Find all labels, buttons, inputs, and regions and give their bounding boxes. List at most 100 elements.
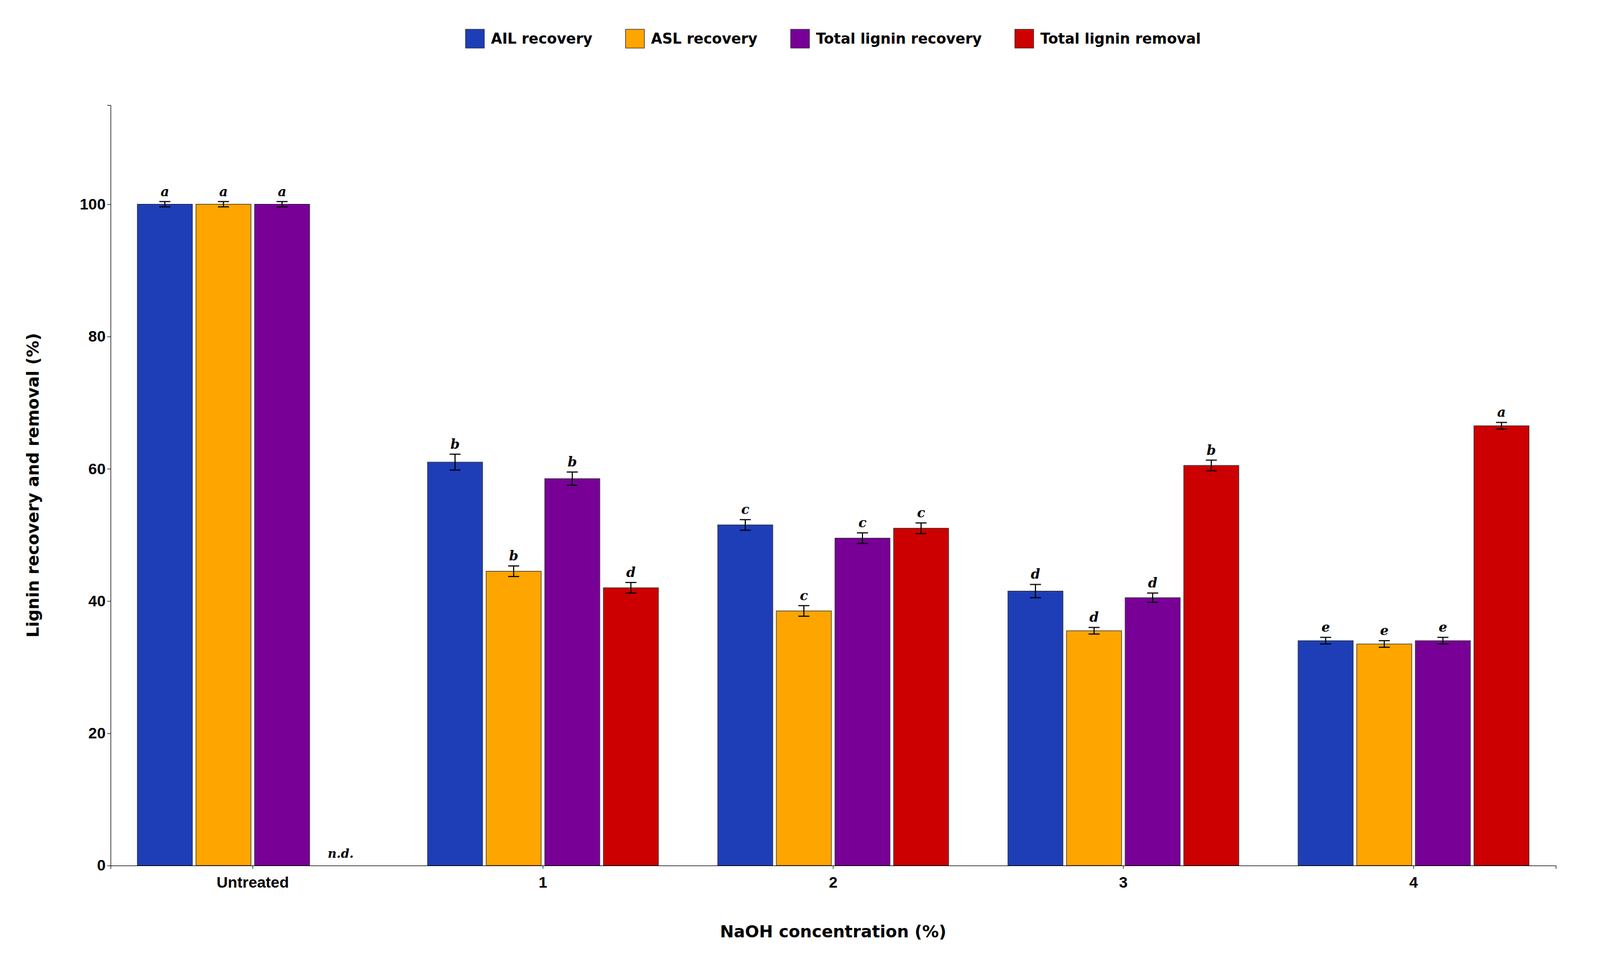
error-bar [625, 582, 637, 594]
y-axis-line [107, 105, 112, 867]
error-bar-cap [449, 469, 461, 471]
error-bar-cap [856, 532, 869, 534]
error-bar-cap [566, 484, 578, 486]
y-tick-label: 40 [88, 592, 106, 610]
bar [485, 571, 542, 866]
y-tick-mark [107, 204, 111, 205]
error-bar [508, 566, 520, 577]
x-tick-mark [252, 865, 254, 870]
y-tick-mark [107, 468, 111, 470]
error-bar [856, 532, 869, 544]
error-bar-line [1093, 627, 1095, 635]
x-axis: Untreated1234 [111, 865, 1557, 892]
legend-swatch [1015, 29, 1034, 49]
error-bar [449, 454, 461, 471]
error-bar-cap [798, 615, 810, 618]
bar [254, 204, 310, 866]
error-bar [798, 605, 810, 617]
error-bar-cap [739, 519, 751, 521]
error-bar-cap [1378, 640, 1390, 642]
error-bar-cap [1205, 459, 1217, 462]
error-bar-cap [1437, 643, 1449, 645]
bar-letter: d [626, 564, 636, 581]
y-tick: 100 [79, 195, 111, 213]
error-bar-cap [1320, 643, 1332, 645]
bar-letter: e [1321, 619, 1330, 636]
y-tick-mark [107, 600, 111, 602]
plot: 020406080100Untreated1234abcdeabcdeabcde… [79, 105, 1556, 892]
x-tick-label: Untreated [216, 874, 290, 892]
bar [1125, 597, 1181, 866]
bars [137, 201, 1529, 866]
series [195, 201, 1412, 866]
bar-letters: abcdeabcdeabcdedcban.d. [160, 183, 1506, 861]
chart: 020406080100Untreated1234abcdeabcdeabcde… [0, 0, 1600, 965]
error-bar [159, 201, 171, 208]
x-tick-mark [1122, 865, 1124, 870]
series [603, 422, 1529, 866]
bar [1473, 425, 1530, 866]
bar [603, 587, 659, 866]
error-bar-line [1383, 640, 1385, 648]
error-bar-line [1210, 460, 1212, 472]
error-bar-cap [1088, 633, 1100, 635]
bar-letter: a [218, 183, 228, 200]
x-tick-mark [1413, 865, 1414, 870]
error-bar-line [861, 532, 864, 544]
bar-letter: c [917, 504, 926, 521]
error-bar-cap [449, 453, 461, 456]
y-tick: 40 [88, 592, 111, 610]
error-bar-cap [1029, 597, 1042, 599]
error-bar-line [1501, 422, 1503, 430]
bar [776, 610, 832, 866]
error-bar [1378, 640, 1390, 648]
error-bar-line [803, 605, 805, 617]
y-tick: 60 [88, 460, 111, 478]
x-tick-label: 4 [1409, 874, 1419, 892]
legend-item: AIL recovery [465, 29, 593, 49]
x-tick-label: 3 [1119, 874, 1128, 892]
bar-letter: a [277, 183, 287, 200]
error-bar-line [1442, 637, 1444, 645]
y-tick-mark [107, 336, 111, 338]
error-bar-cap [915, 522, 927, 524]
error-bar-line [920, 523, 922, 534]
bar [544, 478, 600, 866]
error-bar-cap [1496, 428, 1508, 430]
y-tick-mark [107, 733, 111, 735]
bar [137, 204, 193, 866]
error-bar [276, 201, 288, 208]
error-bar-line [1152, 593, 1154, 603]
x-tick: 2 [828, 865, 838, 892]
error-bar [1205, 460, 1217, 472]
error-bar-cap [856, 542, 869, 545]
bar [427, 462, 483, 866]
bar-letter: b [509, 547, 519, 564]
bar [1415, 640, 1471, 866]
bar-letter: e [1438, 619, 1447, 636]
bar-letter: a [160, 183, 170, 200]
error-bar [1496, 422, 1508, 430]
y-tick-label: 0 [96, 856, 106, 875]
x-axis-title: NaOH concentration (%) [719, 922, 947, 942]
y-tick: 80 [88, 327, 111, 345]
error-bar-cap [1320, 636, 1332, 639]
error-bar [915, 523, 927, 534]
error-bar-cap [217, 201, 229, 203]
x-axis-line [111, 866, 1557, 870]
legend-swatch [625, 29, 645, 49]
bar-letter: e [1379, 622, 1389, 639]
error-bar-line [164, 201, 166, 208]
bar-letter: c [858, 514, 867, 531]
bar [1007, 591, 1064, 866]
error-bar-cap [625, 582, 637, 584]
error-bar-line [744, 519, 746, 531]
error-bar-cap [159, 206, 171, 208]
bar-letter: b [1206, 442, 1217, 459]
y-tick-label: 80 [88, 327, 106, 345]
bar [834, 538, 891, 866]
legend-swatch [465, 29, 485, 49]
error-bar-cap [508, 576, 520, 578]
bar [1356, 644, 1413, 866]
x-tick: Untreated [216, 865, 290, 892]
